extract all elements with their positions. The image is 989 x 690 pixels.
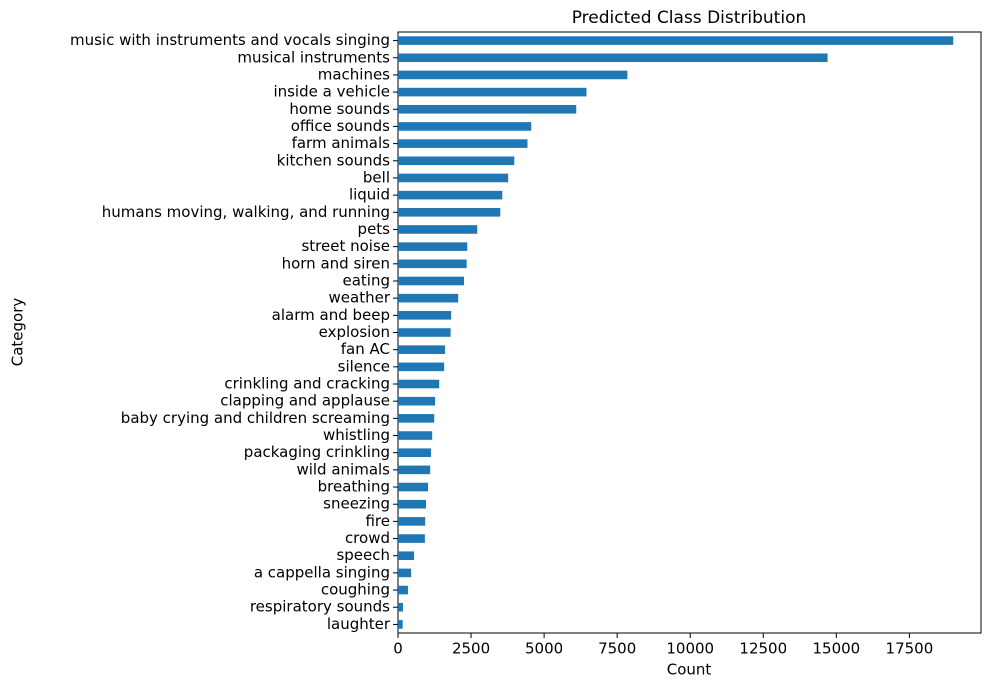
bar xyxy=(398,156,515,166)
y-tick-label: eating xyxy=(343,271,391,289)
y-tick-label: fan AC xyxy=(341,340,390,358)
bar xyxy=(398,585,408,595)
y-tick-label: liquid xyxy=(349,186,390,204)
y-tick-label: a cappella singing xyxy=(254,563,390,581)
bar xyxy=(398,139,528,148)
y-tick-label: home sounds xyxy=(289,100,390,118)
x-tick-label: 0 xyxy=(393,640,403,658)
y-tick-label: bell xyxy=(363,168,390,186)
y-tick-label: kitchen sounds xyxy=(277,151,391,169)
bar xyxy=(398,431,433,440)
y-tick-label: crowd xyxy=(345,529,390,547)
y-tick-label: coughing xyxy=(321,581,390,599)
bar xyxy=(398,345,446,354)
bar xyxy=(398,448,432,457)
bar xyxy=(398,482,429,492)
bar xyxy=(398,311,452,320)
bar xyxy=(398,602,403,612)
bar xyxy=(398,87,587,97)
y-tick-label: whistling xyxy=(323,426,390,444)
y-tick-label: respiratory sounds xyxy=(250,598,390,616)
bar xyxy=(398,190,503,200)
bar xyxy=(398,396,436,406)
y-tick-label: crinkling and cracking xyxy=(224,375,390,393)
x-tick-label: 12500 xyxy=(739,640,787,658)
bar xyxy=(398,36,954,45)
y-tick-label: explosion xyxy=(319,323,390,341)
y-tick-label: laughter xyxy=(327,615,391,633)
y-tick-label: humans moving, walking, and running xyxy=(102,203,390,221)
bar xyxy=(398,465,431,475)
bar xyxy=(398,70,628,80)
bar xyxy=(398,620,403,629)
bar xyxy=(398,173,509,183)
y-tick-label: alarm and beep xyxy=(272,306,390,324)
y-tick-label: wild animals xyxy=(296,460,390,478)
y-tick-label: breathing xyxy=(318,478,390,496)
bar xyxy=(398,414,435,423)
bar xyxy=(398,499,427,509)
bar xyxy=(398,122,532,131)
y-tick-label: inside a vehicle xyxy=(273,83,390,101)
y-tick-label: packaging crinkling xyxy=(244,443,390,461)
y-tick-label: weather xyxy=(329,289,391,307)
y-tick-label: silence xyxy=(338,357,390,375)
y-tick-label: pets xyxy=(358,220,391,238)
bar xyxy=(398,517,426,526)
y-tick-label: music with instruments and vocals singin… xyxy=(70,31,390,49)
bar xyxy=(398,276,465,286)
y-tick-label: clapping and applause xyxy=(220,392,390,410)
y-tick-label: baby crying and children screaming xyxy=(121,409,390,427)
x-axis-label: Count xyxy=(667,661,712,679)
x-tick-label: 15000 xyxy=(812,640,860,658)
bar xyxy=(398,225,478,234)
y-tick-label: fire xyxy=(365,512,390,530)
x-tick-label: 7500 xyxy=(598,640,636,658)
y-tick-label: machines xyxy=(318,65,390,83)
bar xyxy=(398,534,425,543)
y-tick-label: musical instruments xyxy=(237,48,390,66)
x-tick-label: 5000 xyxy=(525,640,563,658)
bar xyxy=(398,379,440,389)
y-tick-label: street noise xyxy=(301,237,390,255)
x-tick-label: 10000 xyxy=(666,640,714,658)
bar xyxy=(398,53,828,63)
bar xyxy=(398,293,459,303)
bar xyxy=(398,328,451,337)
bar xyxy=(398,104,577,114)
y-tick-label: farm animals xyxy=(292,134,391,152)
y-tick-label: speech xyxy=(336,546,390,564)
chart-title: Predicted Class Distribution xyxy=(572,8,807,28)
y-axis-label: Category xyxy=(9,298,27,367)
bar xyxy=(398,242,468,251)
y-tick-label: horn and siren xyxy=(282,254,390,272)
bar xyxy=(398,208,501,217)
x-tick-label: 17500 xyxy=(886,640,934,658)
x-tick-label: 2500 xyxy=(452,640,490,658)
bar xyxy=(398,568,412,578)
y-tick-label: sneezing xyxy=(323,495,390,513)
bar xyxy=(398,259,467,269)
bar xyxy=(398,551,415,561)
y-tick-label: office sounds xyxy=(291,117,390,135)
bar xyxy=(398,362,445,372)
